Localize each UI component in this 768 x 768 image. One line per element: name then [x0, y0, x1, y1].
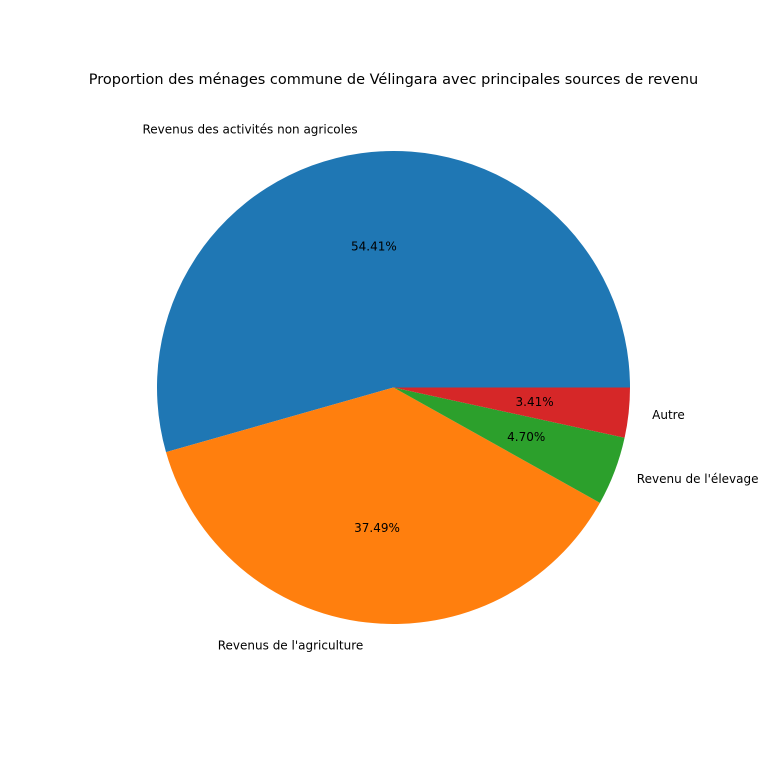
pie-percent-labels: 54.41% 37.49% 4.70% 3.41%: [351, 239, 554, 534]
slice-label-autre: Autre: [652, 408, 685, 422]
pie-slices: [156, 151, 630, 624]
slice-label-revenu-de-l-elevage: Revenu de l'élevage: [637, 472, 759, 486]
chart-title: Proportion des ménages commune de Véling…: [89, 72, 698, 88]
pie-slice-revenu-de-l-elevage: [393, 387, 625, 503]
pie-labels: Revenus des activités non agricoles Reven…: [143, 122, 759, 652]
slice-label-revenus-des-activites-non-agricoles: Revenus des activités non agricoles: [143, 122, 358, 136]
pie-slice-revenus-de-l-agriculture: [165, 387, 600, 624]
slice-percent-revenus-de-l-agriculture: 37.49%: [354, 521, 400, 535]
pie-slice-revenus-des-activites-non-agricoles: [156, 151, 630, 453]
slice-label-revenus-de-l-agriculture: Revenus de l'agriculture: [218, 638, 364, 652]
slice-percent-autre: 3.41%: [516, 395, 554, 409]
slice-percent-revenus-des-activites-non-agricoles: 54.41%: [351, 239, 397, 253]
pie-slice-autre: [393, 387, 630, 438]
slice-percent-revenu-de-l-elevage: 4.70%: [507, 430, 545, 444]
